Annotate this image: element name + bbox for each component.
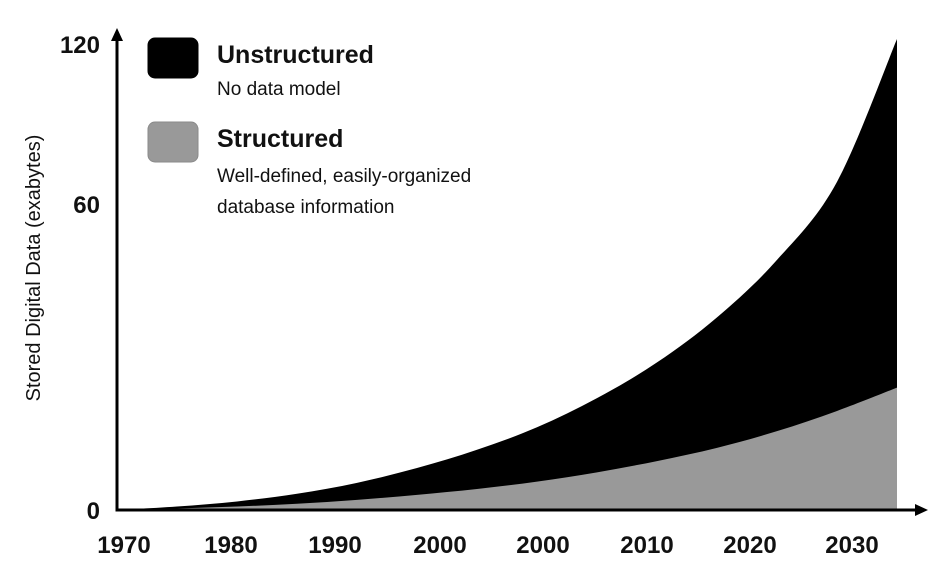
y-axis-arrow: [111, 28, 123, 41]
areas-layer: [117, 38, 897, 510]
legend-label-unstructured: Unstructured: [217, 41, 374, 69]
axes-layer: [111, 28, 928, 516]
legend-description-structured: Well-defined, easily-organized: [217, 166, 471, 187]
x-tick-label: 2030: [825, 532, 878, 559]
x-axis-arrow: [915, 504, 928, 516]
x-tick-label: 2020: [723, 532, 776, 559]
area-unstructured: [117, 38, 897, 510]
y-tick-label: 60: [73, 192, 100, 219]
legend-description-unstructured: No data model: [217, 79, 341, 100]
x-tick-label: 2000: [516, 532, 569, 559]
x-tick-label: 1970: [97, 532, 150, 559]
legend-swatch-unstructured: [147, 37, 199, 79]
legend: Unstructured No data model Structured Well-…: [147, 37, 471, 218]
ticks-layer: 0 60 120 1970 1980 1990 2000 2000 2010 2020 2030: [60, 32, 879, 559]
legend-label-structured: Structured: [217, 125, 343, 153]
x-tick-label: 2010: [620, 532, 673, 559]
area-structured: [117, 387, 897, 510]
legend-description-structured: database information: [217, 197, 394, 218]
x-tick-label: 1990: [308, 532, 361, 559]
y-axis-title: Stored Digital Data (exabytes): [23, 135, 45, 402]
x-tick-label: 2000: [413, 532, 466, 559]
y-tick-label: 0: [87, 498, 100, 525]
legend-swatch-structured: [147, 121, 199, 163]
x-tick-label: 1980: [204, 532, 257, 559]
y-tick-label: 120: [60, 32, 100, 59]
